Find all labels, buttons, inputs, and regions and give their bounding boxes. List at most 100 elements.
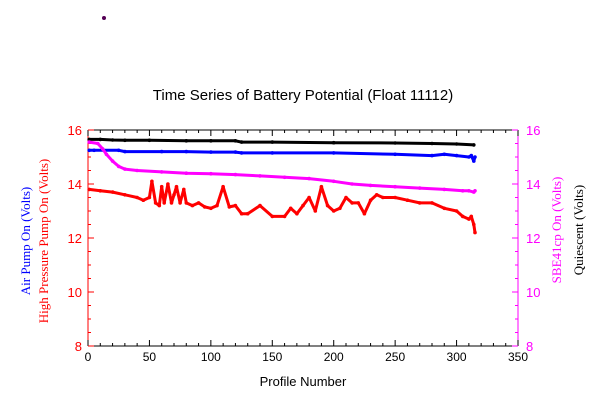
data-point [116,164,121,169]
data-point [215,203,219,208]
data-point [162,201,166,205]
data-point [110,190,115,194]
x-tick-label: 300 [447,350,467,364]
data-point [442,206,447,211]
left-y-tick-label: 8 [75,339,82,354]
data-point [184,171,189,175]
series-line [89,137,474,147]
data-point [87,140,91,144]
data-point [350,201,354,205]
right-y-tick-label: 14 [526,177,540,192]
data-point [374,193,379,197]
data-point [135,168,139,173]
data-point [472,159,476,163]
data-point [239,140,244,144]
data-point [338,206,342,211]
data-point [368,198,373,202]
data-point [295,211,299,216]
data-point [288,206,293,211]
data-point [100,147,105,151]
x-tick-label: 350 [508,350,528,364]
data-point [356,201,361,205]
data-point [159,170,164,174]
right-y-tick-label: 10 [526,285,540,300]
data-point [460,189,465,193]
data-point [221,184,225,189]
data-point [184,149,189,154]
data-point [123,167,127,171]
data-point [454,153,459,158]
data-point [159,184,164,189]
data-point [123,149,127,154]
right-y-tick-label: 12 [526,231,540,246]
x-axis-label: Profile Number [260,374,347,389]
right-y-tick-label: 16 [526,123,540,138]
data-point [442,187,447,192]
data-point [417,201,422,205]
data-point [184,139,189,143]
data-point [202,205,207,209]
data-point [98,189,103,193]
series-high-pressure-pump-on [87,179,477,235]
data-point [344,195,348,200]
data-point [96,141,100,146]
data-point [467,189,471,193]
data-point [245,211,250,216]
series-line [89,148,477,163]
data-point [172,193,176,197]
data-point [174,184,179,189]
data-point [87,148,91,153]
data-point [209,206,213,211]
data-point [319,184,324,189]
data-point [141,198,146,202]
data-point [313,209,318,213]
data-point [381,195,385,200]
x-tick-label: 100 [201,350,221,364]
data-point [331,179,336,184]
data-point [417,186,422,190]
data-point [147,138,152,143]
data-point [209,150,213,154]
data-point [454,142,459,146]
data-point [87,187,91,192]
left-axis-label: High Pressure Pump On (Volts) [36,159,51,323]
data-point [307,195,311,200]
series-line [88,140,477,194]
series-air-pump-on [87,148,477,163]
data-point [110,159,115,163]
data-point [473,155,477,159]
data-point [184,201,189,205]
data-point [282,214,287,219]
data-point [393,184,397,189]
data-point [331,151,336,155]
data-point [169,201,174,205]
data-point [430,153,434,158]
data-point [469,153,474,158]
left-y-tick-label: 12 [68,231,82,246]
data-point [227,205,232,209]
data-point [467,217,471,221]
data-point [430,141,434,146]
data-point [233,203,238,208]
data-point [190,203,195,208]
data-point [233,139,238,143]
data-point [331,140,336,145]
data-point [270,140,275,144]
data-point [104,152,109,157]
data-point [473,230,477,235]
data-point [150,179,154,184]
data-point [182,187,186,192]
data-point [239,211,244,216]
data-point [196,201,201,205]
data-point [472,143,476,147]
data-point [442,152,447,157]
data-point [258,203,262,208]
stray-dot [102,16,106,20]
left-y-tick-label: 10 [68,285,82,300]
data-point [393,195,397,200]
right-y-tick-label: 8 [526,339,533,354]
data-point [469,214,474,219]
